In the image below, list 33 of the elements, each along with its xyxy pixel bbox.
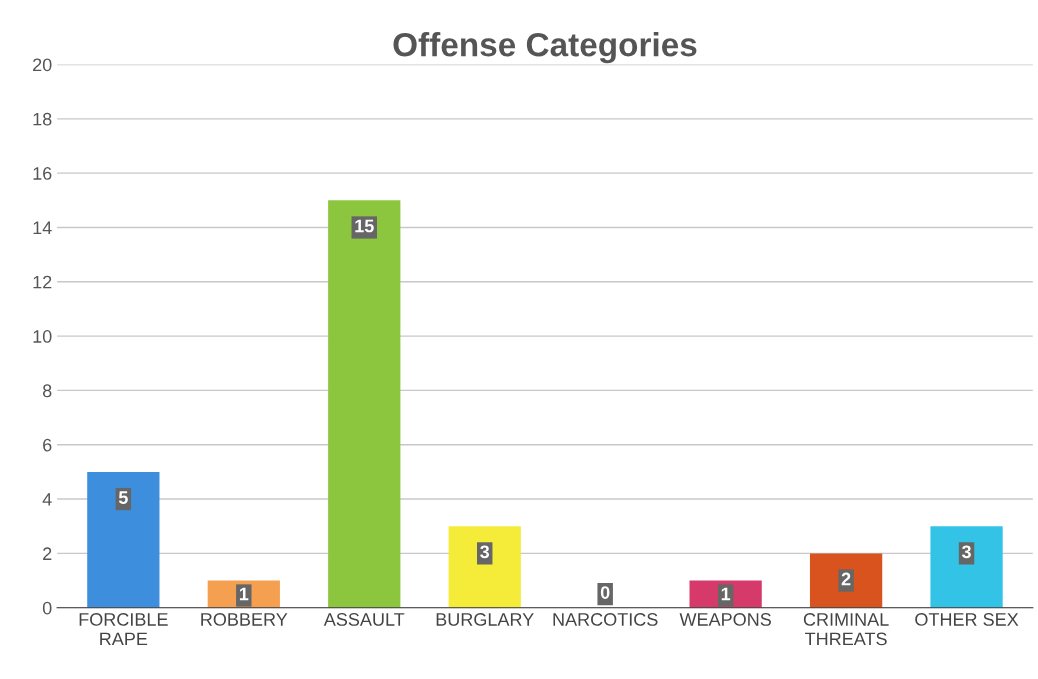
- data-label: 2: [841, 572, 851, 586]
- y-tick-label: 4: [42, 493, 52, 506]
- x-tick-label: NARCOTICS: [553, 613, 658, 626]
- x-tick-label: WEAPONS: [679, 613, 771, 626]
- y-tick-label: 12: [33, 275, 52, 289]
- data-label: 15: [355, 219, 374, 233]
- x-tick-label: ROBBERY: [201, 613, 288, 626]
- y-tick-label: 2: [43, 547, 52, 560]
- y-tick-label: 14: [33, 221, 52, 235]
- y-tick-label: 16: [33, 167, 52, 180]
- x-tick-label: ASSAULT: [323, 613, 405, 626]
- x-tick-label: BURGLARY: [436, 613, 534, 626]
- x-tick-label: CRIMINAL THREATS: [803, 613, 889, 646]
- bar: [448, 526, 521, 608]
- data-label: 3: [480, 545, 490, 559]
- data-label: 0: [600, 586, 610, 599]
- data-label: 1: [721, 587, 731, 601]
- y-tick-label: 18: [33, 112, 52, 126]
- data-label: 3: [961, 545, 971, 559]
- y-tick-label: 0: [42, 601, 52, 615]
- bar: [328, 200, 401, 608]
- y-tick-label: 6: [43, 438, 52, 452]
- data-label: 1: [239, 587, 249, 601]
- data-label: 5: [118, 491, 128, 504]
- chart-title: Offense Categories: [393, 32, 697, 64]
- bar: [87, 471, 160, 608]
- bar: [930, 526, 1003, 608]
- y-tick-label: 10: [33, 330, 52, 343]
- x-tick-label: FORCIBLE RAPE: [79, 613, 168, 646]
- y-tick-label: 8: [42, 384, 52, 398]
- x-tick-label: OTHER SEX: [915, 613, 1019, 626]
- y-tick-label: 20: [33, 58, 52, 72]
- bar: [809, 553, 883, 608]
